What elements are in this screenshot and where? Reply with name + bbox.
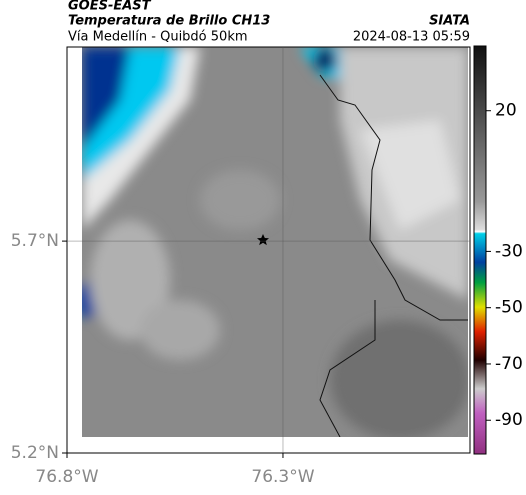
location-marker [257,234,269,246]
map-frame [66,46,471,454]
x-tick-label: 76.8°W [35,467,98,487]
colorbar-tick-label: -30 [495,241,523,261]
datetime: 2024-08-13 05:59 [353,30,470,45]
brand: SIATA [429,14,470,29]
colorbar-tick-label: -70 [495,354,523,374]
title: Temperatura de Brillo CH13 [68,14,270,29]
y-tick-label: 5.7°N [11,231,59,251]
y-tick-label: 5.2°N [11,443,59,463]
x-tick-label: 76.3°W [251,467,314,487]
colorbar-tick-label: -90 [495,410,523,430]
colorbar [473,45,487,455]
source: GOES-EAST [68,0,152,14]
subtitle: Vía Medellín - Quibdó 50km [68,30,248,45]
satellite-image [82,47,468,437]
colorbar-tick-label: 20 [495,101,517,121]
colorbar-tick-label: -50 [495,298,523,318]
